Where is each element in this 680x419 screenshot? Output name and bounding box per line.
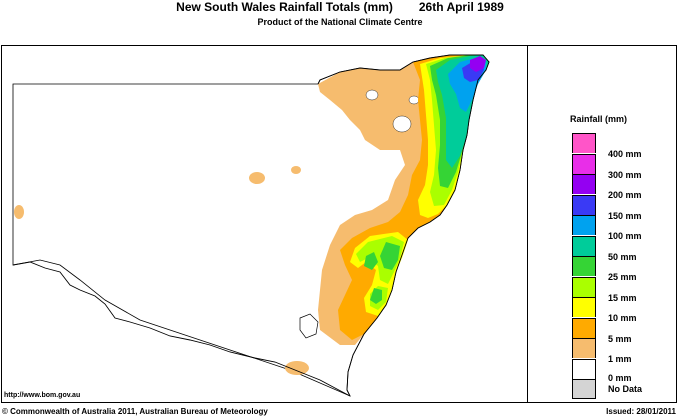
legend-label: 1 mm bbox=[608, 354, 632, 364]
legend-label: 10 mm bbox=[608, 313, 637, 323]
map-frame bbox=[1, 45, 677, 403]
legend-divider bbox=[527, 45, 528, 403]
legend-swatch bbox=[572, 153, 596, 174]
nsw-coastline bbox=[317, 54, 490, 397]
legend-swatch bbox=[572, 174, 596, 194]
legend-swatch bbox=[572, 133, 596, 153]
legend-swatch bbox=[572, 297, 596, 317]
legend-label: 0 mm bbox=[608, 372, 632, 383]
rain-1mm-patch bbox=[383, 70, 393, 78]
map-title: New South Wales Rainfall Totals (mm) 26th… bbox=[0, 0, 680, 14]
legend-swatch bbox=[572, 338, 596, 358]
legend-label: 25 mm bbox=[608, 272, 637, 282]
legend-label: 300 mm bbox=[608, 169, 642, 180]
rain-25mm-region bbox=[364, 252, 378, 270]
rain-200mm-region bbox=[470, 56, 486, 72]
legend-label: 50 mm bbox=[608, 251, 637, 262]
legend-swatch bbox=[572, 379, 596, 399]
rain-25mm-region bbox=[380, 242, 400, 270]
act-outline bbox=[299, 313, 319, 339]
rain-1mm-patch bbox=[291, 166, 301, 174]
rain-1mm-patch bbox=[249, 172, 265, 184]
legend-swatch bbox=[572, 358, 596, 379]
rain-1mm-patch bbox=[14, 205, 24, 219]
legend-label: 400 mm bbox=[608, 149, 642, 159]
copyright-text: © Commonwealth of Australia 2011, Austra… bbox=[2, 407, 268, 416]
legend-label: 200 mm bbox=[608, 190, 642, 200]
legend-swatch bbox=[572, 317, 596, 338]
no-rain-patch bbox=[392, 115, 412, 133]
rain-1mm-patch bbox=[285, 361, 309, 375]
legend-title: Rainfall (mm) bbox=[570, 114, 628, 124]
title-date: 26th April 1989 bbox=[418, 0, 504, 14]
legend-swatch bbox=[572, 194, 596, 215]
legend-label: No Data bbox=[608, 384, 643, 394]
legend-swatch bbox=[572, 276, 596, 297]
legend-label: 5 mm bbox=[608, 333, 632, 344]
rain-25mm-region bbox=[370, 288, 382, 304]
website-url: http://www.bom.gov.au bbox=[4, 392, 81, 399]
legend-swatch bbox=[572, 235, 596, 256]
title-text: New South Wales Rainfall Totals (mm) bbox=[176, 0, 393, 14]
no-rain-patch bbox=[365, 89, 379, 101]
map-subtitle: Product of the National Climate Centre bbox=[257, 17, 423, 27]
murray-river-border bbox=[12, 261, 351, 397]
legend-label: 15 mm bbox=[608, 292, 637, 303]
legend-label: 150 mm bbox=[608, 210, 642, 221]
legend-swatch bbox=[572, 215, 596, 235]
no-rain-patch bbox=[408, 95, 420, 105]
issued-date: Issued: 28/01/2011 bbox=[606, 407, 676, 416]
legend-swatch bbox=[572, 256, 596, 276]
legend-label: 100 mm bbox=[608, 231, 642, 241]
